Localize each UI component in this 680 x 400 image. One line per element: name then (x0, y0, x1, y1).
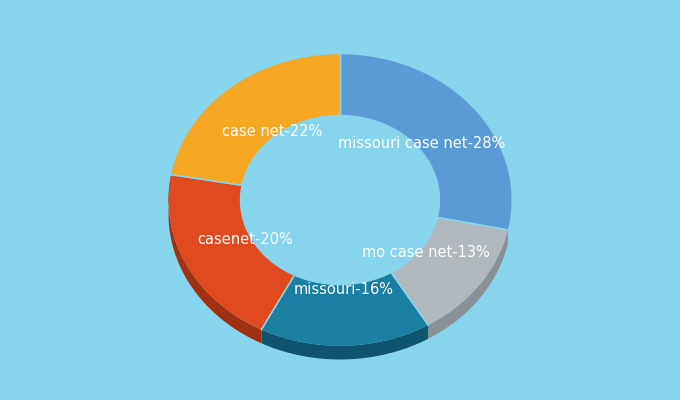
Polygon shape (294, 272, 391, 298)
Polygon shape (169, 175, 261, 343)
Text: mo case net-13%: mo case net-13% (362, 245, 490, 260)
Polygon shape (171, 54, 340, 185)
Text: casenet-20%: casenet-20% (197, 232, 293, 247)
Polygon shape (241, 185, 294, 289)
Polygon shape (261, 272, 428, 346)
Polygon shape (169, 175, 294, 330)
Polygon shape (340, 54, 511, 230)
Polygon shape (391, 217, 437, 286)
Polygon shape (261, 325, 428, 360)
Polygon shape (428, 230, 508, 339)
Polygon shape (391, 217, 508, 325)
Polygon shape (241, 116, 439, 284)
Text: missouri-16%: missouri-16% (293, 282, 393, 297)
Text: missouri case net-28%: missouri case net-28% (339, 136, 506, 151)
Text: case net-22%: case net-22% (222, 124, 322, 139)
